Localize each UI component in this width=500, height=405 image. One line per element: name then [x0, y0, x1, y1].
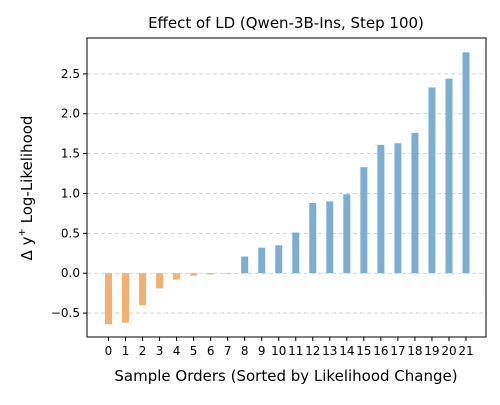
bar-2 — [139, 273, 147, 306]
y-axis-label-superscript: + — [17, 228, 28, 236]
bar-21 — [462, 52, 470, 274]
y-axis-ticks: −0.5 0.0 0.5 1.0 1.5 2.0 2.5 — [51, 67, 87, 320]
y-axis-label: Δ y+ Log-Likelihood — [17, 116, 36, 261]
y-tick-label: −0.5 — [51, 306, 80, 320]
x-tick-label: 18 — [407, 344, 422, 358]
bar-5 — [190, 273, 198, 276]
x-tick-label: 14 — [339, 344, 354, 358]
x-tick-label: 13 — [322, 344, 337, 358]
bar-4 — [173, 273, 181, 280]
bar-16 — [377, 144, 385, 274]
bar-11 — [292, 232, 300, 274]
bar-18 — [411, 132, 419, 274]
x-tick-label: 16 — [373, 344, 388, 358]
bar-3 — [156, 273, 164, 289]
x-tick-label: 12 — [305, 344, 320, 358]
y-tick-label: 1.0 — [61, 186, 80, 200]
bar-6 — [207, 273, 215, 275]
bar-0 — [105, 273, 112, 325]
x-tick-label: 19 — [424, 344, 439, 358]
bar-8 — [241, 256, 249, 274]
bars — [105, 52, 470, 325]
y-tick-label: 2.5 — [61, 67, 80, 81]
x-tick-label: 6 — [207, 344, 215, 358]
x-axis-label: Sample Orders (Sorted by Likelihood Chan… — [114, 367, 457, 385]
x-tick-label: 7 — [224, 344, 232, 358]
bar-15 — [360, 167, 368, 274]
bar-13 — [326, 201, 334, 274]
bar-7 — [224, 273, 232, 274]
bar-17 — [394, 143, 402, 274]
bar-9 — [258, 247, 266, 274]
y-tick-label: 0.5 — [61, 226, 80, 240]
gridlines — [87, 73, 486, 314]
x-axis-ticks: 0 1 2 3 4 5 6 7 8 9 10 11 12 13 14 15 16 17 18 19 20 21 — [105, 337, 474, 358]
plot-frame — [86, 37, 487, 338]
chart-title: Effect of LD (Qwen-3B-Ins, Step 100) — [148, 14, 424, 32]
x-tick-label: 3 — [156, 344, 164, 358]
x-tick-label: 21 — [458, 344, 473, 358]
x-tick-label: 2 — [139, 344, 147, 358]
x-tick-label: 17 — [390, 344, 405, 358]
bar-20 — [445, 78, 453, 274]
bar-1 — [122, 273, 130, 323]
y-axis-label-prefix: Δ y — [18, 236, 36, 260]
bar-19 — [428, 87, 436, 274]
bar-12 — [309, 203, 317, 274]
x-tick-label: 8 — [241, 344, 249, 358]
x-tick-label: 20 — [441, 344, 456, 358]
y-axis-label-suffix: Log-Likelihood — [18, 116, 36, 229]
x-tick-label: 5 — [190, 344, 198, 358]
y-tick-label: 0.0 — [61, 266, 80, 280]
x-tick-label: 4 — [173, 344, 181, 358]
bar-10 — [275, 245, 283, 274]
y-tick-label: 2.0 — [61, 107, 80, 121]
x-tick-label: 9 — [258, 344, 266, 358]
y-tick-label: 1.5 — [61, 147, 80, 161]
bar-14 — [343, 194, 351, 274]
x-tick-label: 11 — [288, 344, 303, 358]
x-tick-label: 0 — [105, 344, 113, 358]
x-tick-label: 1 — [122, 344, 130, 358]
x-tick-label: 15 — [356, 344, 371, 358]
x-tick-label: 10 — [271, 344, 286, 358]
